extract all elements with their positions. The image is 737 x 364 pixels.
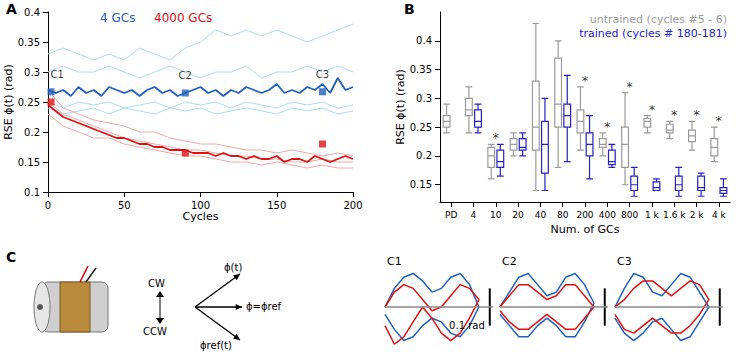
svg-text:untrained (cycles #5 - 6): untrained (cycles #5 - 6)	[590, 13, 727, 26]
svg-text:0.1 rad: 0.1 rad	[449, 320, 485, 331]
svg-text:0.15: 0.15	[18, 157, 40, 168]
svg-text:1 k: 1 k	[645, 210, 660, 220]
svg-text:C: C	[6, 249, 16, 265]
svg-text:0.3: 0.3	[416, 93, 432, 104]
svg-text:C2: C2	[179, 70, 192, 81]
svg-text:0.25: 0.25	[410, 122, 432, 133]
svg-text:150: 150	[267, 200, 286, 211]
svg-text:4000 GCs: 4000 GCs	[154, 11, 212, 25]
svg-text:0: 0	[45, 200, 51, 211]
svg-text:2 k: 2 k	[690, 210, 705, 220]
svg-text:10: 10	[490, 210, 502, 220]
svg-text:C2: C2	[502, 255, 517, 268]
svg-text:C3: C3	[617, 255, 632, 268]
svg-text:400: 400	[599, 210, 616, 220]
svg-text:ϕ(t): ϕ(t)	[224, 262, 242, 273]
svg-text:*: *	[493, 130, 500, 145]
svg-text:*: *	[582, 73, 589, 88]
svg-text:RSE ϕ(t) (rad): RSE ϕ(t) (rad)	[2, 64, 15, 140]
svg-text:trained (cycles # 180-181): trained (cycles # 180-181)	[579, 27, 727, 40]
svg-text:50: 50	[118, 200, 131, 211]
svg-text:A: A	[6, 1, 17, 17]
svg-text:0.3: 0.3	[24, 67, 40, 78]
svg-text:0.4: 0.4	[416, 35, 432, 46]
svg-text:*: *	[716, 113, 723, 128]
svg-text:C1: C1	[50, 69, 63, 80]
svg-text:40: 40	[535, 210, 547, 220]
svg-text:PD: PD	[445, 210, 457, 220]
svg-text:1.6 k: 1.6 k	[663, 210, 686, 220]
svg-text:0.35: 0.35	[18, 37, 40, 48]
svg-text:*: *	[649, 102, 656, 117]
svg-text:4 k: 4 k	[712, 210, 727, 220]
svg-text:C1: C1	[387, 255, 402, 268]
svg-text:ϕref(t): ϕref(t)	[200, 340, 232, 351]
svg-text:C3: C3	[316, 69, 329, 80]
svg-text:0.4: 0.4	[24, 7, 40, 18]
svg-text:Cycles: Cycles	[183, 210, 219, 223]
svg-text:*: *	[626, 79, 633, 94]
svg-text:CW: CW	[148, 278, 165, 289]
svg-text:200: 200	[343, 200, 362, 211]
svg-text:0.15: 0.15	[410, 179, 432, 190]
svg-text:Num. of GCs: Num. of GCs	[551, 223, 620, 236]
svg-text:0.1: 0.1	[24, 187, 40, 198]
svg-text:800: 800	[621, 210, 638, 220]
svg-text:0.35: 0.35	[410, 64, 432, 75]
svg-text:ϕ=ϕref: ϕ=ϕref	[246, 301, 282, 312]
svg-text:80: 80	[557, 210, 569, 220]
svg-text:0.2: 0.2	[416, 150, 432, 161]
svg-text:*: *	[693, 107, 700, 122]
svg-text:0.25: 0.25	[18, 97, 40, 108]
svg-text:CCW: CCW	[143, 326, 167, 337]
svg-text:*: *	[604, 119, 611, 134]
svg-text:4 GCs: 4 GCs	[100, 11, 135, 25]
svg-text:*: *	[671, 107, 678, 122]
svg-text:B: B	[404, 1, 415, 17]
svg-text:20: 20	[512, 210, 524, 220]
svg-text:4: 4	[471, 210, 477, 220]
svg-text:RSE ϕ(t) (rad): RSE ϕ(t) (rad)	[394, 69, 407, 145]
svg-text:0.2: 0.2	[24, 127, 40, 138]
svg-text:200: 200	[576, 210, 593, 220]
svg-text:100: 100	[191, 200, 210, 211]
